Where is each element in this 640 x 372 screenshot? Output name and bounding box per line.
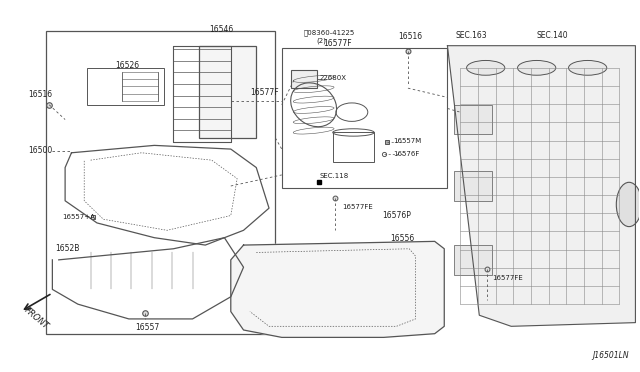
Text: Ⓢ08360-41225: Ⓢ08360-41225 (304, 30, 355, 36)
Text: 16516: 16516 (28, 90, 52, 99)
Text: 16557+A: 16557+A (62, 214, 95, 220)
Text: 16576P: 16576P (383, 211, 412, 220)
Ellipse shape (518, 61, 556, 75)
Text: SEC.163: SEC.163 (455, 31, 486, 40)
Bar (454, 105, 492, 134)
Ellipse shape (616, 182, 640, 227)
Bar (454, 171, 492, 201)
Text: 16577FE: 16577FE (342, 204, 373, 210)
Text: 1652B: 1652B (56, 244, 80, 253)
Text: 16526: 16526 (115, 61, 139, 70)
Text: 16557: 16557 (135, 323, 159, 332)
Text: 16500: 16500 (28, 147, 52, 155)
Text: 22680X: 22680X (320, 75, 347, 81)
Text: 16557M: 16557M (394, 138, 422, 144)
Bar (88, 68, 164, 105)
Text: J16501LN: J16501LN (593, 350, 629, 359)
Ellipse shape (568, 61, 607, 75)
Bar (333, 132, 374, 162)
Polygon shape (231, 241, 444, 337)
Text: 16516: 16516 (398, 32, 422, 41)
Text: 16556: 16556 (390, 234, 414, 243)
Text: 16577FE: 16577FE (492, 275, 523, 280)
Text: 16577F: 16577F (250, 88, 278, 97)
Text: SEC.140: SEC.140 (537, 31, 568, 40)
Bar (454, 245, 492, 275)
Text: SEC.118: SEC.118 (320, 173, 349, 179)
Text: 16576F: 16576F (394, 151, 420, 157)
Text: 16546: 16546 (209, 25, 234, 34)
Ellipse shape (467, 61, 505, 75)
Bar (46, 31, 275, 334)
Polygon shape (447, 46, 636, 326)
Bar (291, 70, 317, 88)
Bar (199, 46, 256, 138)
Text: FRONT: FRONT (22, 306, 51, 331)
Text: (2): (2) (317, 37, 326, 44)
Text: 16577F: 16577F (323, 39, 352, 48)
Bar (282, 48, 447, 188)
